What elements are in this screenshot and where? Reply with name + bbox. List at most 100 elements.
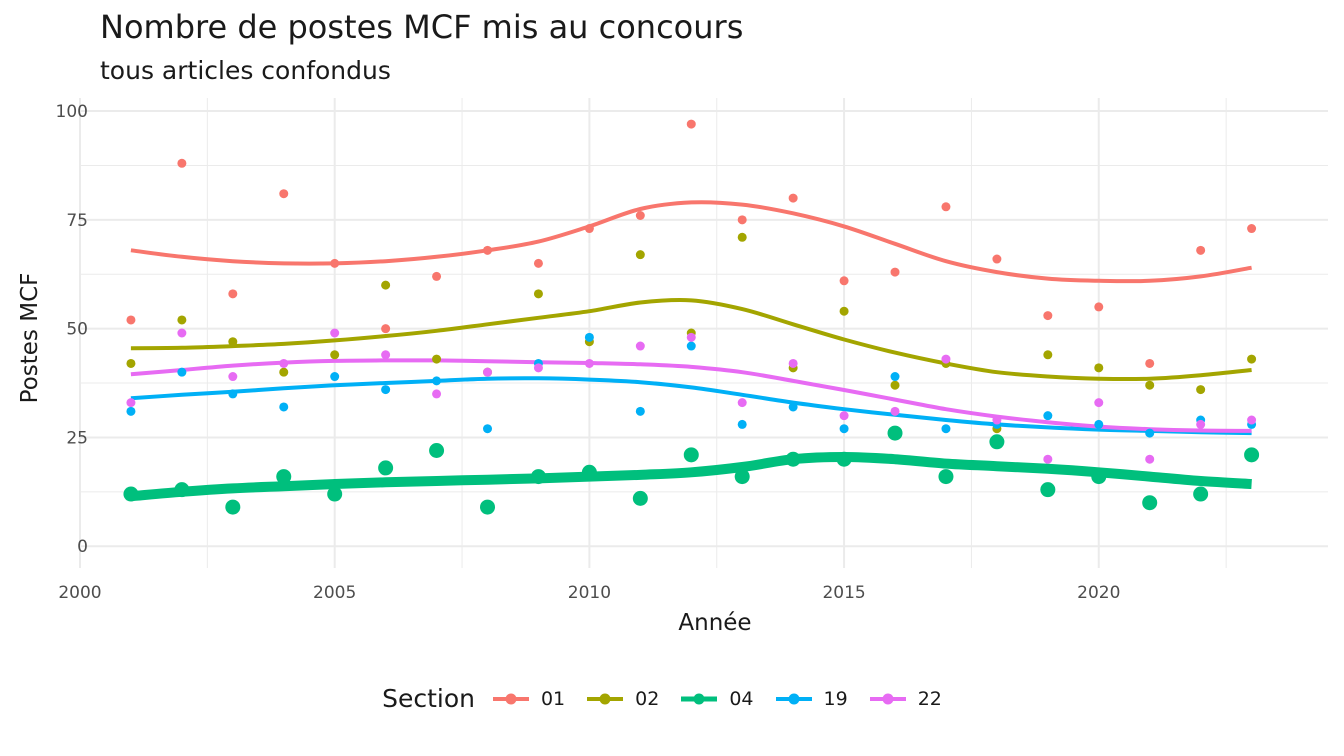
point-19: [432, 376, 442, 386]
point-22: [1196, 419, 1206, 429]
y-axis-title: Postes MCF: [17, 273, 43, 404]
point-19: [483, 424, 493, 434]
point-04: [887, 425, 903, 441]
data-points: [123, 119, 1260, 515]
point-22: [533, 363, 543, 373]
point-19: [1094, 419, 1104, 429]
legend-entry-22: 22: [868, 688, 942, 710]
point-22: [381, 350, 391, 360]
point-22: [788, 358, 798, 368]
legend-key-19: [775, 693, 812, 704]
point-02: [279, 367, 289, 377]
point-19: [381, 385, 391, 395]
point-19: [737, 419, 747, 429]
point-04: [1142, 495, 1158, 511]
point-02: [1094, 363, 1104, 373]
legend-key-01: [492, 693, 529, 704]
legend-key-04: [681, 693, 718, 704]
smooth-lines: [130, 200, 1252, 502]
point-04: [530, 469, 546, 485]
legend-key-point: [882, 693, 894, 704]
point-02: [177, 315, 187, 325]
point-04: [429, 443, 445, 458]
point-01: [432, 271, 442, 281]
trend-line-01: [130, 200, 1252, 284]
trend-line-22: [130, 358, 1252, 433]
point-01: [635, 211, 645, 220]
x-tick-label: 2020: [1077, 583, 1120, 603]
point-01: [1196, 245, 1206, 255]
point-01: [483, 245, 493, 255]
y-tick-label: 75: [66, 211, 88, 231]
legend-entry-01: 01: [491, 688, 565, 710]
tick-labels: 2000 2005 2010 2015 2020 0 25 50 75 100: [56, 102, 1121, 603]
point-01: [890, 267, 900, 277]
chart-subtitle: tous articles confondus: [100, 56, 391, 85]
x-tick-label: 2000: [58, 583, 101, 603]
trend-line-19: [130, 376, 1252, 436]
point-01: [381, 324, 391, 334]
y-tick-label: 50: [66, 320, 88, 340]
grid: [79, 98, 1328, 568]
point-01: [737, 215, 747, 225]
point-01: [1145, 358, 1155, 368]
point-02: [890, 380, 900, 390]
point-04: [480, 499, 496, 515]
legend: Section 01 02 04 19 22: [0, 684, 1344, 713]
trend-line-04: [130, 451, 1252, 502]
legend-key-point: [599, 693, 611, 704]
point-19: [839, 424, 849, 434]
legend-entry-02: 02: [585, 688, 659, 710]
point-01: [1094, 302, 1104, 312]
point-22: [432, 389, 442, 399]
point-01: [788, 193, 798, 203]
point-02: [330, 350, 340, 360]
x-axis-title: Année: [678, 610, 751, 636]
legend-key-point: [505, 693, 517, 704]
point-22: [1145, 454, 1155, 464]
y-tick-label: 25: [66, 428, 88, 448]
point-22: [330, 328, 340, 338]
point-04: [683, 447, 699, 463]
point-22: [686, 332, 696, 342]
point-01: [941, 202, 951, 212]
point-22: [1247, 415, 1257, 425]
point-19: [177, 367, 187, 377]
point-19: [279, 402, 289, 412]
point-04: [1040, 482, 1056, 498]
point-19: [126, 406, 136, 416]
point-02: [737, 232, 747, 242]
point-04: [276, 469, 292, 485]
legend-entries: 01 02 04 19 22: [491, 688, 962, 710]
point-19: [584, 332, 594, 342]
point-19: [686, 341, 696, 351]
point-01: [330, 258, 340, 268]
point-22: [839, 411, 849, 421]
point-19: [788, 402, 798, 412]
point-04: [1244, 447, 1260, 463]
point-04: [1091, 469, 1107, 485]
legend-key-point: [788, 693, 800, 704]
x-tick-label: 2015: [822, 583, 865, 603]
point-22: [941, 354, 951, 364]
point-22: [483, 367, 493, 377]
point-22: [584, 358, 594, 368]
legend-label: 02: [635, 687, 660, 710]
legend-label: 19: [823, 687, 848, 710]
point-19: [635, 406, 645, 416]
point-19: [890, 372, 900, 382]
legend-entry-19: 19: [774, 688, 848, 710]
point-19: [330, 372, 340, 382]
point-01: [839, 276, 849, 286]
point-01: [228, 289, 238, 299]
legend-title: Section: [382, 684, 475, 713]
point-02: [839, 306, 849, 316]
point-22: [126, 398, 136, 408]
y-tick-label: 100: [56, 102, 88, 122]
point-02: [432, 354, 442, 364]
point-02: [635, 250, 645, 260]
point-22: [992, 415, 1002, 425]
point-04: [785, 451, 801, 467]
point-22: [1043, 454, 1053, 464]
point-04: [581, 464, 597, 480]
